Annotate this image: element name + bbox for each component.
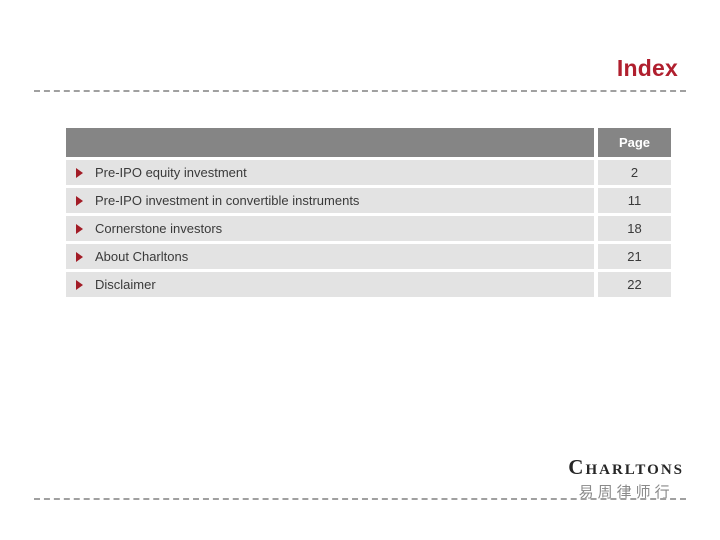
row-topic-cell[interactable]: Pre-IPO equity investment [66,160,594,185]
arrow-bullet-icon [76,279,83,290]
row-topic: Cornerstone investors [95,221,223,236]
row-topic: Pre-IPO equity investment [95,165,247,180]
page-title: Index [616,55,678,81]
logo-wordmark: CHARLTONS [568,455,684,479]
table-row[interactable]: Pre-IPO investment in convertible instru… [66,188,671,213]
table-row[interactable]: About Charltons 21 [66,244,671,269]
arrow-bullet-icon [76,223,83,234]
row-page: 18 [598,216,671,241]
row-page: 22 [598,272,671,297]
index-table: Page Pre-IPO equity investment 2 Pre-IPO… [66,128,671,300]
arrow-bullet-icon [76,195,83,206]
table-row[interactable]: Pre-IPO equity investment 2 [66,160,671,185]
table-header-page: Page [598,128,671,157]
row-page: 2 [598,160,671,185]
logo-chinese-text: 易周律师行 [578,485,674,501]
index-table-body: Pre-IPO equity investment 2 Pre-IPO inve… [66,160,671,297]
row-topic: Disclaimer [95,277,156,292]
bottom-divider [34,498,686,500]
top-divider [34,90,686,92]
row-topic: Pre-IPO investment in convertible instru… [95,193,360,208]
row-topic-cell[interactable]: Disclaimer [66,272,594,297]
table-header: Page [66,128,671,157]
arrow-bullet-icon [76,251,83,262]
table-row[interactable]: Cornerstone investors 18 [66,216,671,241]
arrow-bullet-icon [76,167,83,178]
row-topic-cell[interactable]: About Charltons [66,244,594,269]
charltons-logo: CHARLTONS 易周律师行 [568,455,684,502]
row-page: 11 [598,188,671,213]
row-topic-cell[interactable]: Pre-IPO investment in convertible instru… [66,188,594,213]
row-topic: About Charltons [95,249,189,264]
table-header-topic [66,128,594,157]
table-row[interactable]: Disclaimer 22 [66,272,671,297]
row-page: 21 [598,244,671,269]
row-topic-cell[interactable]: Cornerstone investors [66,216,594,241]
